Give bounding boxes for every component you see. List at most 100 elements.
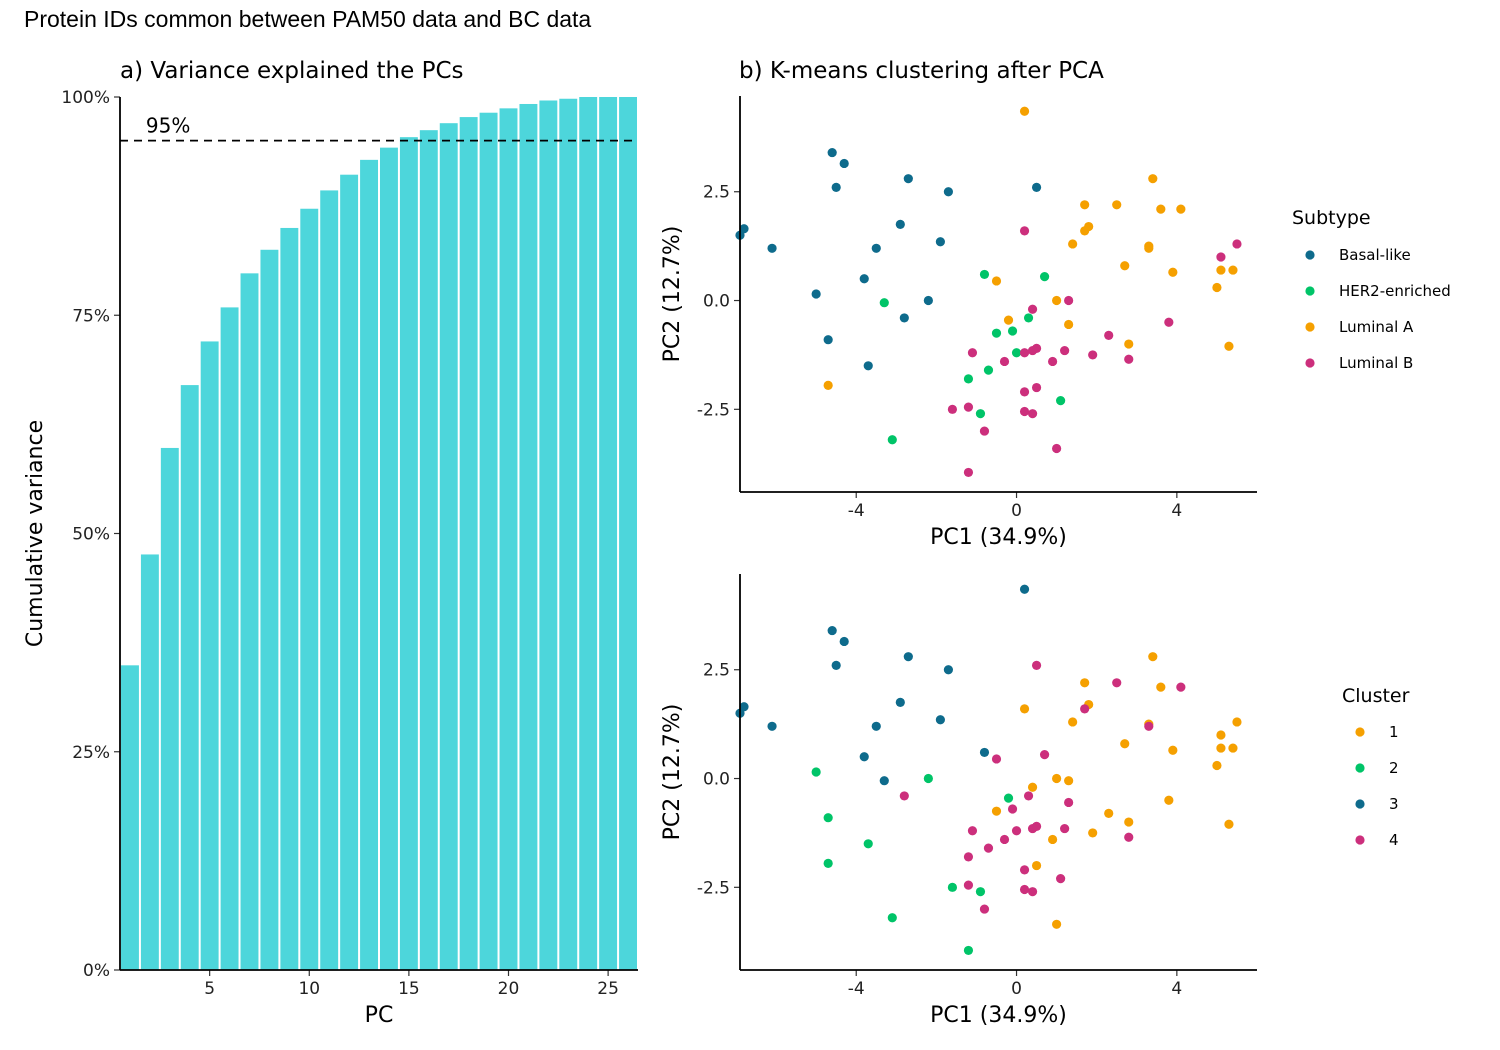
point-pca-cluster-1 bbox=[1052, 773, 1062, 784]
point-pca-cluster-1 bbox=[1212, 760, 1222, 771]
point-pca-subtype-luminal-b bbox=[1027, 409, 1038, 419]
point-pca-subtype-basal-like bbox=[831, 182, 841, 192]
legend-label: Luminal B bbox=[1339, 354, 1413, 372]
bar-pc-17 bbox=[439, 123, 458, 970]
point-pca-cluster-1 bbox=[1148, 652, 1158, 662]
point-pca-subtype-her2-enriched bbox=[983, 365, 994, 375]
bar-pc-22 bbox=[539, 100, 558, 970]
x-tick-label: 20 bbox=[498, 979, 520, 999]
point-pca-subtype-luminal-a bbox=[1228, 265, 1238, 275]
bar-pc-10 bbox=[300, 208, 319, 970]
x-tick-label: 0 bbox=[1011, 501, 1022, 521]
point-pca-subtype-basal-like bbox=[899, 313, 909, 323]
point-pca-subtype-luminal-a bbox=[1168, 267, 1178, 277]
point-pca-subtype-luminal-a bbox=[1120, 261, 1130, 271]
point-pca-subtype-luminal-b bbox=[947, 404, 958, 414]
point-pca-cluster-4 bbox=[1064, 797, 1074, 808]
point-pca-subtype-luminal-a bbox=[1124, 339, 1134, 349]
point-pca-cluster-3 bbox=[979, 747, 990, 758]
point-pca-cluster-1 bbox=[1164, 795, 1174, 805]
y-tick-label: 0.0 bbox=[703, 292, 730, 312]
legend-label: Basal-like bbox=[1339, 246, 1411, 264]
bar-pc-13 bbox=[360, 159, 378, 970]
point-pca-cluster-4 bbox=[967, 826, 978, 836]
point-pca-subtype-her2-enriched bbox=[975, 409, 986, 419]
point-pca-cluster-4 bbox=[1031, 660, 1042, 670]
x-tick-label: 10 bbox=[298, 979, 320, 999]
point-pca-subtype-luminal-b bbox=[1019, 406, 1030, 417]
bar-pc-8 bbox=[260, 249, 279, 970]
point-pca-cluster-4 bbox=[1124, 832, 1134, 842]
point-pca-cluster-3 bbox=[767, 721, 777, 731]
point-pca-cluster-2 bbox=[963, 945, 974, 956]
y-axis-title: PC2 (12.7%) bbox=[660, 226, 685, 363]
point-pca-subtype-basal-like bbox=[767, 243, 777, 253]
point-pca-cluster-4 bbox=[1023, 791, 1034, 801]
point-pca-cluster-3 bbox=[879, 776, 889, 786]
point-pca-subtype-luminal-a bbox=[1144, 243, 1154, 253]
point-pca-cluster-1 bbox=[1019, 704, 1030, 714]
point-pca-cluster-1 bbox=[1120, 739, 1130, 749]
legend-label: 4 bbox=[1389, 831, 1399, 849]
point-pca-cluster-3 bbox=[871, 721, 881, 731]
bar-pc-11 bbox=[320, 190, 339, 970]
y-tick-label: -2.5 bbox=[697, 878, 730, 898]
point-pca-cluster-1 bbox=[1068, 717, 1078, 727]
legend-label: 2 bbox=[1389, 759, 1399, 777]
point-pca-cluster-1 bbox=[1031, 860, 1042, 871]
bar-pc-5 bbox=[200, 341, 219, 970]
bar-pc-6 bbox=[220, 307, 239, 970]
point-pca-subtype-luminal-a bbox=[1224, 341, 1234, 351]
y-tick-label: 0% bbox=[83, 961, 110, 981]
point-pca-cluster-4 bbox=[1080, 704, 1090, 714]
point-pca-subtype-luminal-b bbox=[1060, 345, 1070, 356]
point-pca-cluster-2 bbox=[975, 887, 986, 897]
point-pca-subtype-luminal-b bbox=[1232, 239, 1242, 249]
point-pca-subtype-luminal-a bbox=[1156, 204, 1166, 214]
point-pca-cluster-4 bbox=[1176, 682, 1186, 692]
y-tick-label: 0.0 bbox=[703, 770, 730, 790]
bar-pc-4 bbox=[180, 385, 199, 971]
point-pca-cluster-4 bbox=[1011, 826, 1022, 836]
legend-key bbox=[1355, 763, 1365, 773]
point-pca-subtype-her2-enriched bbox=[1056, 396, 1066, 406]
point-pca-cluster-1 bbox=[1216, 730, 1226, 740]
point-pca-cluster-1 bbox=[1104, 808, 1114, 818]
legend-title: Cluster bbox=[1342, 685, 1410, 707]
point-pca-cluster-4 bbox=[1027, 887, 1038, 897]
x-axis-title: PC1 (34.9%) bbox=[930, 525, 1067, 550]
legend-key bbox=[1305, 250, 1315, 260]
point-pca-cluster-4 bbox=[899, 791, 909, 801]
point-pca-cluster-1 bbox=[1232, 717, 1242, 727]
point-pca-subtype-her2-enriched bbox=[979, 269, 990, 280]
point-pca-cluster-1 bbox=[1156, 682, 1166, 692]
point-pca-cluster-3 bbox=[935, 715, 945, 725]
point-pca-subtype-luminal-a bbox=[1084, 221, 1094, 232]
point-pca-subtype-luminal-b bbox=[1027, 304, 1038, 314]
y-tick-label: 100% bbox=[61, 88, 110, 108]
point-pca-subtype-basal-like bbox=[1031, 182, 1042, 192]
point-pca-subtype-luminal-b bbox=[1019, 226, 1030, 236]
point-pca-subtype-luminal-b bbox=[1031, 343, 1042, 353]
point-pca-subtype-luminal-a bbox=[1148, 174, 1158, 184]
point-pca-subtype-her2-enriched bbox=[1039, 271, 1050, 282]
point-pca-subtype-luminal-b bbox=[1019, 348, 1030, 358]
point-pca-cluster-4 bbox=[1112, 678, 1122, 688]
point-pca-cluster-4 bbox=[1144, 721, 1154, 731]
point-pca-subtype-luminal-a bbox=[1112, 200, 1122, 210]
point-pca-subtype-luminal-b bbox=[1031, 382, 1042, 393]
point-pca-subtype-luminal-b bbox=[1104, 330, 1114, 340]
bar-pc-14 bbox=[380, 147, 398, 970]
bar-pc-2 bbox=[140, 554, 159, 970]
point-pca-subtype-basal-like bbox=[895, 219, 905, 229]
panel-title-variance: a) Variance explained the PCs bbox=[120, 58, 463, 84]
point-pca-cluster-2 bbox=[823, 858, 833, 868]
legend-label: HER2-enriched bbox=[1339, 282, 1451, 300]
point-pca-cluster-3 bbox=[827, 625, 837, 636]
point-pca-subtype-luminal-a bbox=[1052, 295, 1062, 306]
point-pca-subtype-basal-like bbox=[923, 295, 933, 306]
point-pca-subtype-basal-like bbox=[859, 274, 869, 284]
point-pca-cluster-2 bbox=[863, 839, 873, 849]
x-tick-label: 15 bbox=[398, 979, 420, 999]
